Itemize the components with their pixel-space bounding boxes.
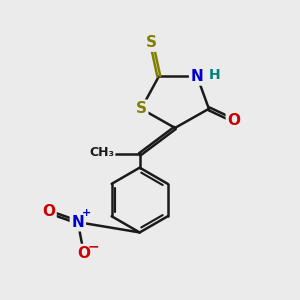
Text: S: S (146, 35, 157, 50)
Text: +: + (82, 208, 91, 218)
Text: CH₃: CH₃ (89, 146, 114, 159)
Text: O: O (227, 113, 240, 128)
Text: O: O (77, 246, 90, 261)
Text: −: − (87, 240, 99, 254)
Text: O: O (42, 204, 55, 219)
Text: N: N (71, 214, 84, 230)
Text: H: H (209, 68, 220, 82)
Text: S: S (136, 101, 147, 116)
Text: N: N (191, 69, 203, 84)
